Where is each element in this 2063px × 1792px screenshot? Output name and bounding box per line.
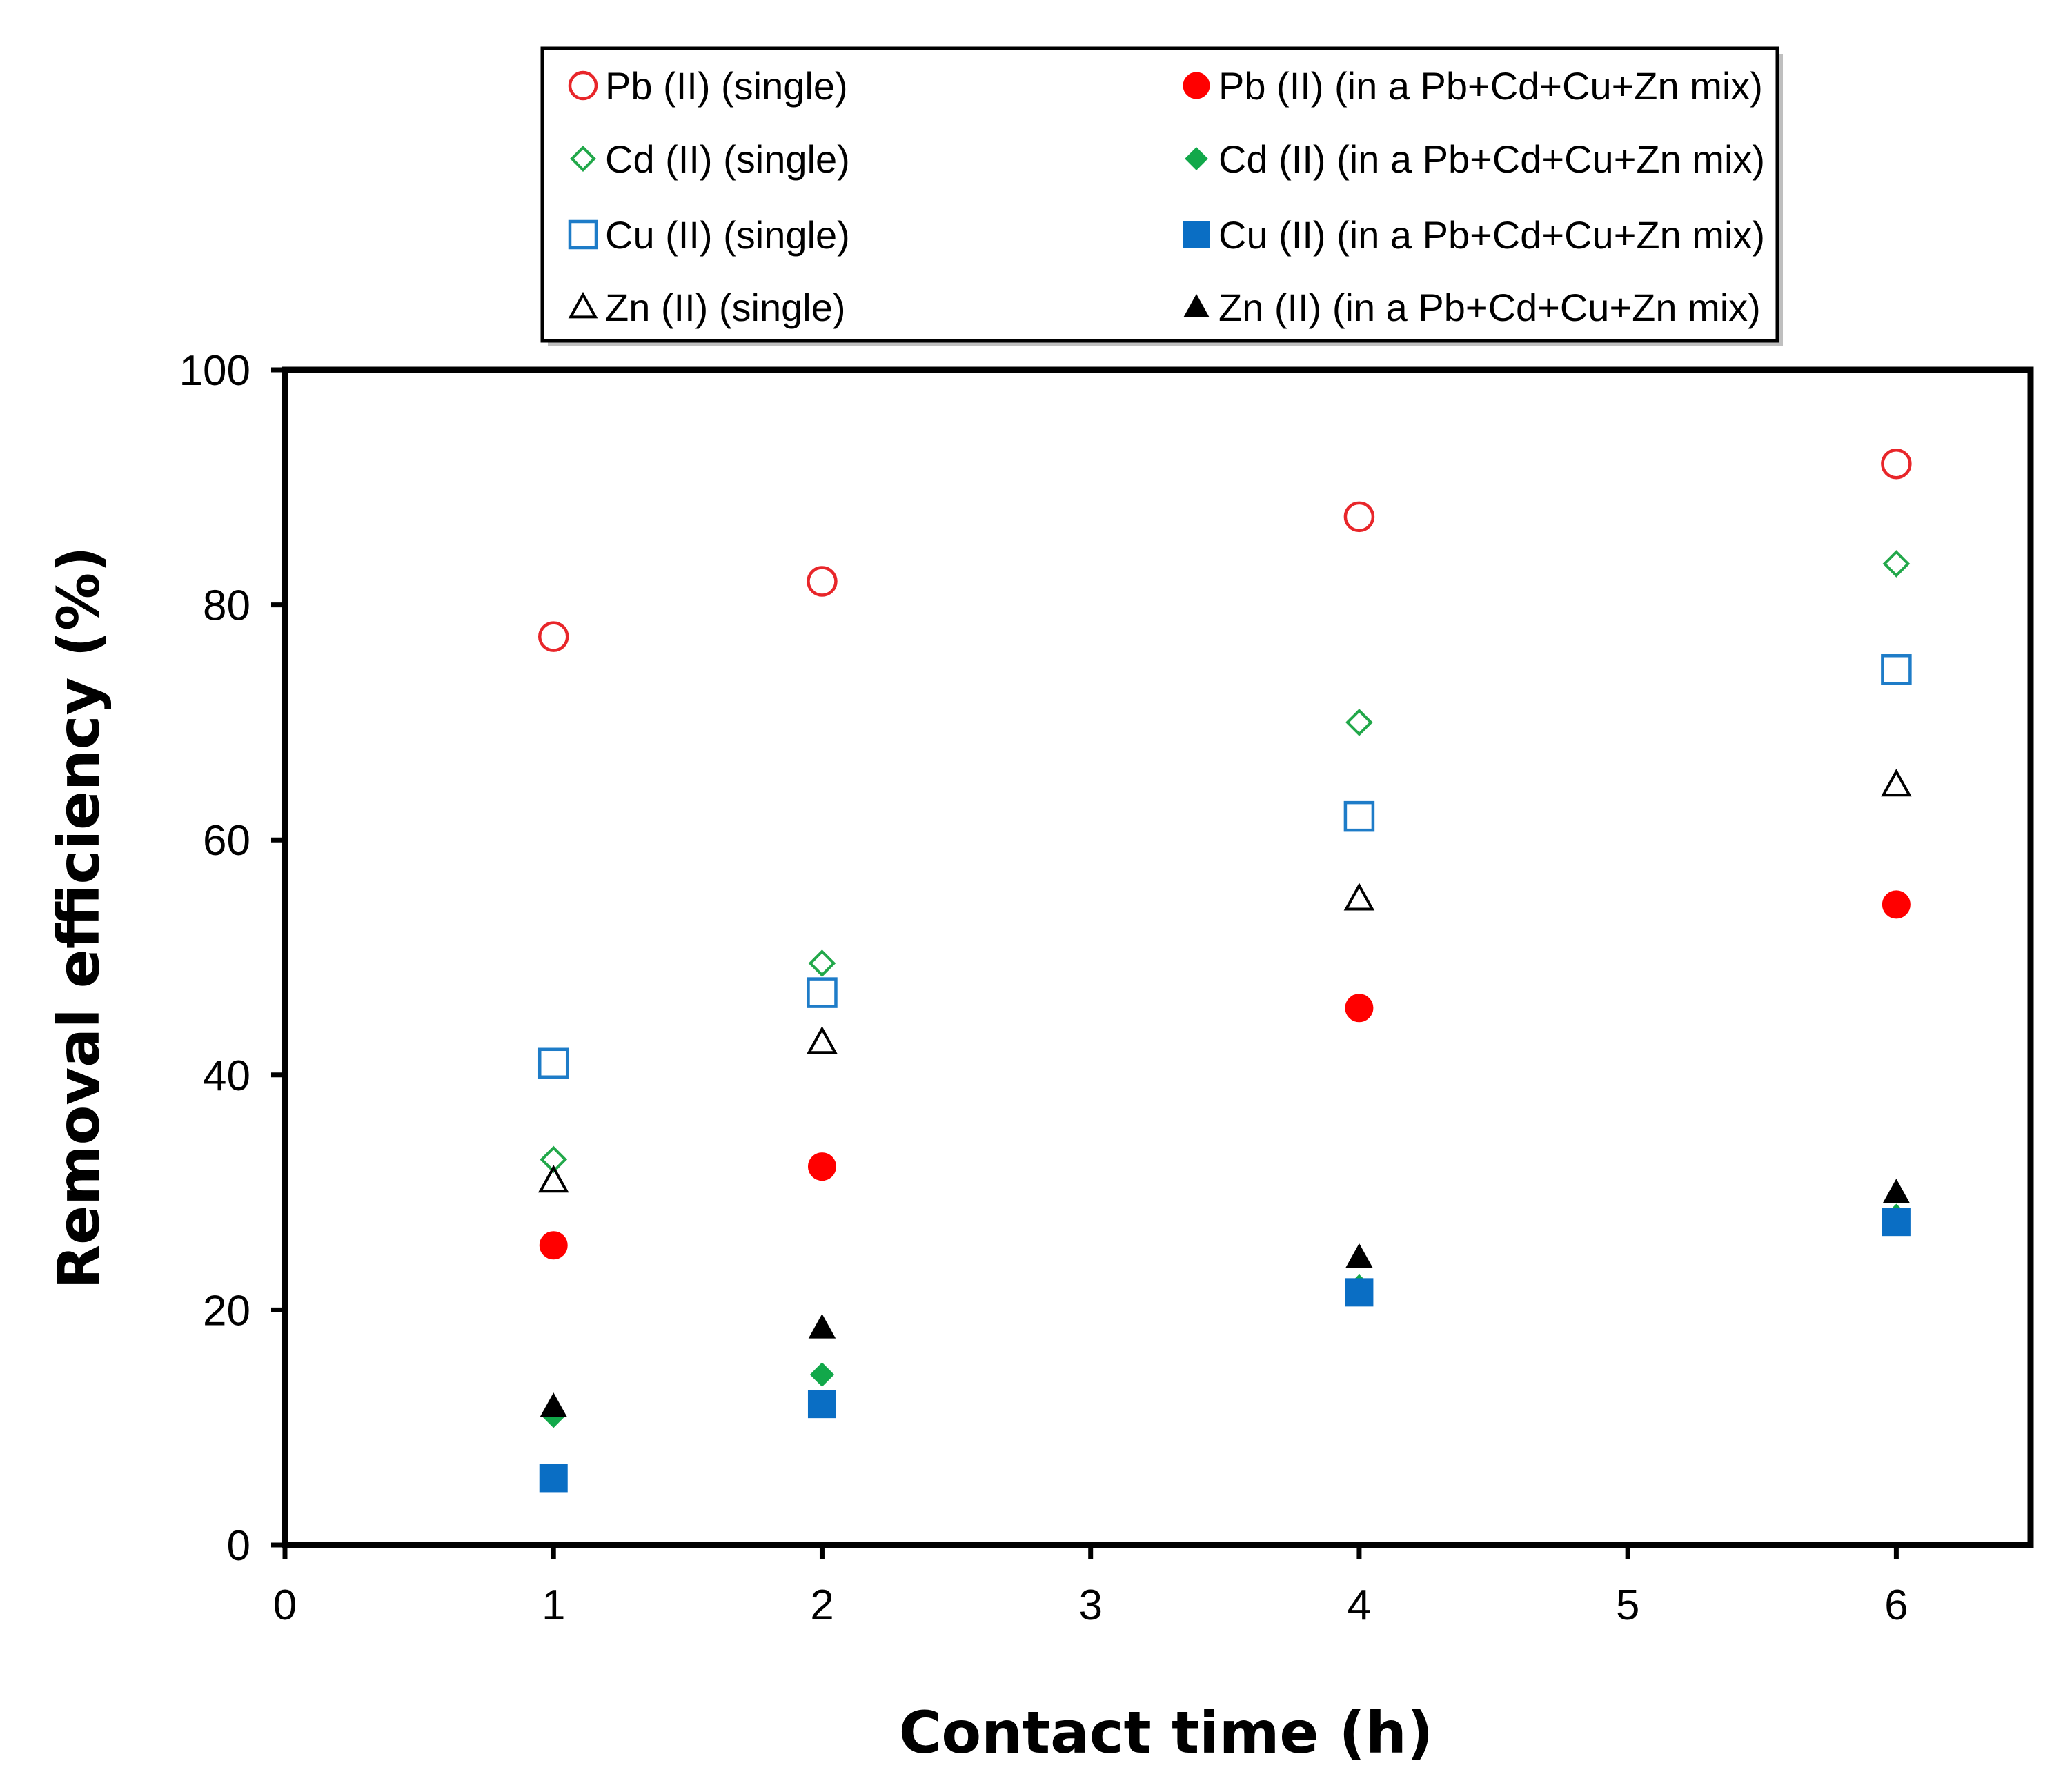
- legend-box: [540, 46, 1779, 343]
- data-point: [1345, 1278, 1374, 1307]
- data-point: [537, 1165, 569, 1193]
- data-point: [808, 949, 836, 977]
- legend-label: Cd (II) (in a Pb+Cd+Cu+Zn mix): [1218, 137, 1765, 181]
- legend-label: Pb (II) (single): [605, 64, 848, 108]
- legend-entries: Pb (II) (single) Pb (II) (in a Pb+Cd+Cu+Z…: [568, 64, 1765, 329]
- y-tick-label: 100: [179, 347, 250, 395]
- legend: Pb (II) (single) Pb (II) (in a Pb+Cd+Cu+Z…: [540, 46, 1783, 346]
- data-point: [808, 1314, 836, 1339]
- y-tick-label: 80: [203, 582, 250, 630]
- data-point: [537, 621, 569, 652]
- legend-label: Zn (II) (single): [605, 286, 846, 329]
- data-point: [807, 1152, 836, 1181]
- data-point: [1343, 501, 1375, 533]
- data-point: [539, 1464, 568, 1493]
- data-point: [540, 1392, 567, 1417]
- legend-item: Pb (II) (in a Pb+Cd+Cu+Zn mix): [1183, 64, 1763, 108]
- data-point: [1343, 800, 1375, 832]
- data-point: [1881, 448, 1912, 480]
- legend-marker: [568, 219, 598, 250]
- data-point: [1343, 883, 1375, 911]
- legend-marker: [568, 70, 598, 101]
- series-square-open: [537, 654, 1912, 1079]
- legend-marker: [570, 146, 596, 172]
- series-diamond-open: [540, 550, 1911, 1174]
- plot-frame: [282, 366, 2034, 1548]
- data-point: [1882, 890, 1911, 919]
- series-circle-open: [537, 448, 1912, 652]
- data-point: [1881, 769, 1912, 797]
- legend-marker: [1183, 72, 1210, 99]
- legend-item: Zn (II) (single): [568, 286, 846, 329]
- y-tick-label: 60: [203, 817, 250, 865]
- data-point: [1345, 709, 1373, 736]
- x-axis-title: Contact time (h): [899, 1699, 1433, 1766]
- legend-label: Pb (II) (in a Pb+Cd+Cu+Zn mix): [1218, 64, 1763, 108]
- data-point: [807, 1390, 836, 1419]
- data-point: [1345, 1243, 1373, 1268]
- x-tick-label: 4: [1348, 1582, 1371, 1629]
- legend-item: Pb (II) (single): [568, 64, 848, 108]
- series-circle-filled: [539, 890, 1911, 1260]
- legend-marker: [568, 291, 598, 319]
- data-point: [1882, 550, 1911, 578]
- legend-item: Cu (II) (in a Pb+Cd+Cu+Zn mix): [1183, 213, 1765, 257]
- data-markers: [537, 448, 1912, 1493]
- legend-item: Cu (II) (single): [568, 213, 850, 257]
- x-tick-label: 2: [810, 1582, 833, 1629]
- legend-marker: [1183, 221, 1210, 248]
- series-triangle-open: [537, 769, 1912, 1193]
- data-point: [1345, 994, 1374, 1023]
- series-square-filled: [539, 1208, 1911, 1493]
- data-point: [537, 1047, 569, 1079]
- data-point: [809, 1362, 835, 1387]
- y-tick-label: 0: [227, 1522, 250, 1570]
- x-tick-label: 0: [273, 1582, 297, 1629]
- legend-label: Cu (II) (in a Pb+Cd+Cu+Zn mix): [1218, 213, 1765, 257]
- y-tick-label: 20: [203, 1287, 250, 1335]
- data-point: [1882, 1179, 1911, 1203]
- series-triangle-filled: [540, 1179, 1911, 1417]
- legend-item: Zn (II) (in a Pb+Cd+Cu+Zn mix): [1183, 286, 1761, 329]
- legend-label: Cd (II) (single): [605, 137, 850, 181]
- legend-label: Zn (II) (in a Pb+Cd+Cu+Zn mix): [1218, 286, 1761, 329]
- legend-item: Cd (II) (single): [570, 137, 850, 181]
- x-tick-label: 3: [1078, 1582, 1102, 1629]
- data-point: [539, 1231, 568, 1260]
- data-point: [540, 1145, 568, 1174]
- data-point: [807, 1026, 838, 1054]
- data-point: [807, 977, 838, 1008]
- legend-marker: [1185, 147, 1208, 170]
- legend-item: Cd (II) (in a Pb+Cd+Cu+Zn mix): [1185, 137, 1765, 181]
- x-tick-label: 5: [1616, 1582, 1639, 1629]
- x-tick-label: 1: [542, 1582, 565, 1629]
- x-tick-label: 6: [1884, 1582, 1908, 1629]
- data-point: [1881, 654, 1912, 685]
- legend-label: Cu (II) (single): [605, 213, 850, 257]
- y-tick-label: 40: [203, 1052, 250, 1100]
- y-axis-title: Removal efficiency (%): [45, 546, 112, 1289]
- legend-marker: [1183, 294, 1210, 317]
- data-point: [1882, 1208, 1911, 1237]
- data-point: [807, 566, 838, 597]
